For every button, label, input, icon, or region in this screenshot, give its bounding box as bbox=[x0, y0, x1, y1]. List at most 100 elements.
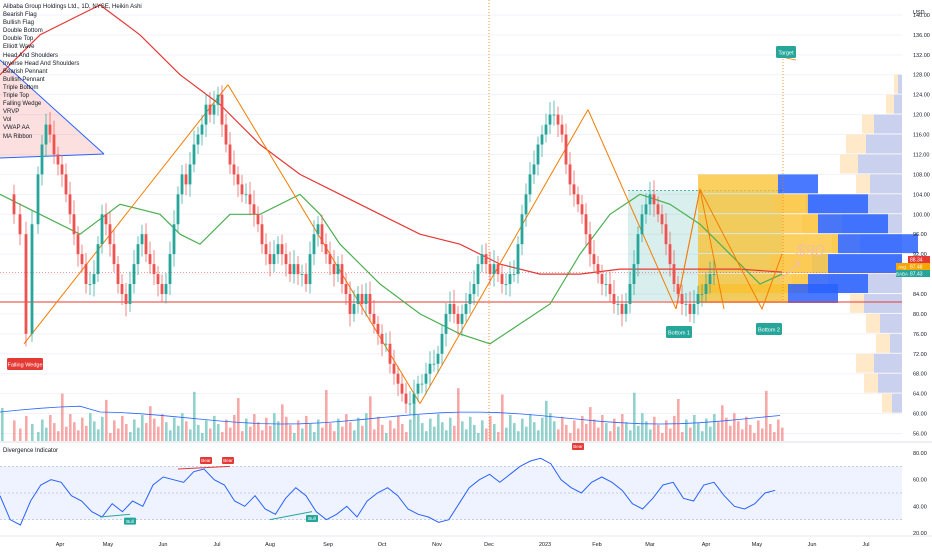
volume-bar bbox=[389, 420, 392, 441]
ma-fast-line bbox=[0, 193, 783, 345]
candle-body bbox=[364, 294, 368, 304]
candle-body bbox=[296, 264, 300, 275]
rsi-tick: 20.00 bbox=[913, 531, 927, 537]
price-tick: 116.00 bbox=[913, 133, 929, 139]
candle-body bbox=[708, 274, 712, 285]
volume-bar bbox=[257, 422, 260, 441]
price-label: 87.43 bbox=[910, 272, 923, 278]
volume-bar bbox=[281, 404, 284, 441]
candle-body bbox=[184, 174, 188, 185]
falling-wedge-label-box bbox=[7, 358, 43, 370]
candle-body bbox=[540, 134, 544, 145]
candle-body bbox=[688, 303, 692, 314]
volume-bar bbox=[297, 420, 300, 441]
time-tick: Dec bbox=[484, 542, 494, 548]
candle-body bbox=[24, 234, 28, 334]
candle-body bbox=[472, 284, 476, 294]
volume-bar bbox=[725, 417, 728, 441]
volume-bar bbox=[53, 423, 56, 441]
candle-body bbox=[468, 294, 472, 304]
price-tag-box bbox=[896, 263, 908, 270]
time-tick: Oct bbox=[378, 542, 387, 548]
volume-bar bbox=[245, 418, 248, 441]
legend-item: Inverse Head And Shoulders bbox=[3, 60, 80, 67]
time-tick: May bbox=[752, 542, 763, 548]
range-profile-bar-up bbox=[698, 194, 808, 214]
candle-body bbox=[228, 144, 232, 165]
volume-bar bbox=[177, 425, 180, 441]
volume-bar bbox=[565, 424, 568, 441]
volume-bar bbox=[85, 425, 88, 441]
volume-bar bbox=[625, 422, 628, 441]
candle-body bbox=[208, 104, 212, 115]
volume-bar bbox=[453, 425, 456, 441]
volume-bar bbox=[709, 426, 712, 441]
price-label: 87.48 bbox=[910, 265, 923, 271]
volume-bar bbox=[269, 425, 272, 441]
hand-drawn-target: $90 bbox=[795, 241, 825, 260]
candle-body bbox=[452, 303, 456, 314]
volume-bar bbox=[137, 427, 140, 441]
legend-item: Elliott Wave bbox=[3, 44, 35, 51]
volume-bar bbox=[253, 414, 256, 441]
volume-bar bbox=[165, 422, 168, 441]
volume-bar bbox=[737, 421, 740, 441]
divergence-badge: Bear bbox=[201, 458, 211, 463]
price-tick: 108.00 bbox=[913, 172, 930, 178]
volume-bar bbox=[205, 420, 208, 441]
volume-bar bbox=[485, 428, 488, 441]
vrvp-bar-down bbox=[880, 313, 902, 333]
divergence-badge: Bear bbox=[573, 444, 583, 449]
volume-bar bbox=[597, 427, 600, 441]
range-profile-bar-up bbox=[698, 214, 818, 234]
volume-bar bbox=[385, 433, 388, 441]
volume-bar bbox=[49, 415, 52, 441]
legend-item: Vol bbox=[3, 117, 12, 124]
volume-bar bbox=[745, 416, 748, 441]
volume-bars bbox=[1, 388, 784, 441]
candle-body bbox=[120, 284, 124, 294]
volume-bar bbox=[505, 427, 508, 441]
time-tick: Nov bbox=[432, 542, 442, 548]
volume-bar bbox=[317, 419, 320, 441]
volume-bar bbox=[329, 423, 332, 441]
volume-bar bbox=[681, 432, 684, 441]
candle-body bbox=[100, 214, 104, 245]
legend-item: Triple Top bbox=[3, 93, 30, 100]
volume-bar bbox=[701, 431, 704, 441]
volume-bar bbox=[185, 421, 188, 441]
hand-drawn-arrow bbox=[779, 261, 801, 281]
volume-bar bbox=[169, 430, 172, 441]
volume-bar bbox=[157, 426, 160, 441]
volume-bar bbox=[301, 428, 304, 441]
candle-body bbox=[368, 294, 372, 314]
bottom1-label: Bottom 1 bbox=[668, 331, 690, 337]
candle-body bbox=[676, 284, 680, 294]
volume-bar bbox=[569, 433, 572, 441]
volume-bar bbox=[605, 423, 608, 441]
price-tick: 132.00 bbox=[913, 53, 930, 59]
volume-bar bbox=[669, 428, 672, 441]
target-pointer bbox=[785, 57, 797, 61]
candle-body bbox=[576, 194, 580, 205]
volume-bar bbox=[197, 424, 200, 441]
candle-body bbox=[260, 224, 264, 245]
volume-bar bbox=[77, 430, 80, 441]
volume-bar bbox=[753, 433, 756, 441]
divergence-badge-box bbox=[200, 457, 212, 464]
candle-body bbox=[44, 124, 48, 145]
volume-bar bbox=[469, 416, 472, 441]
candle-body bbox=[372, 313, 376, 324]
candle-body bbox=[416, 383, 420, 394]
candle-body bbox=[396, 373, 400, 384]
volume-bar bbox=[781, 427, 784, 441]
volume-bar bbox=[741, 429, 744, 441]
bull-divergence-line bbox=[99, 513, 131, 518]
time-tick: Aug bbox=[265, 542, 275, 548]
range-profile-bar-up bbox=[698, 284, 788, 303]
candle-body bbox=[600, 274, 604, 285]
volume-bar bbox=[665, 420, 668, 441]
candle-body bbox=[68, 194, 72, 215]
candle-body bbox=[380, 333, 384, 344]
